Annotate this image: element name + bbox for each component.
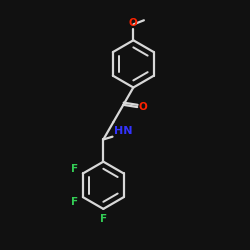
Text: F: F [71,164,78,174]
Text: F: F [100,214,107,224]
Text: HN: HN [114,126,133,136]
Text: O: O [129,18,138,28]
Text: O: O [139,102,148,112]
Text: F: F [71,197,78,207]
